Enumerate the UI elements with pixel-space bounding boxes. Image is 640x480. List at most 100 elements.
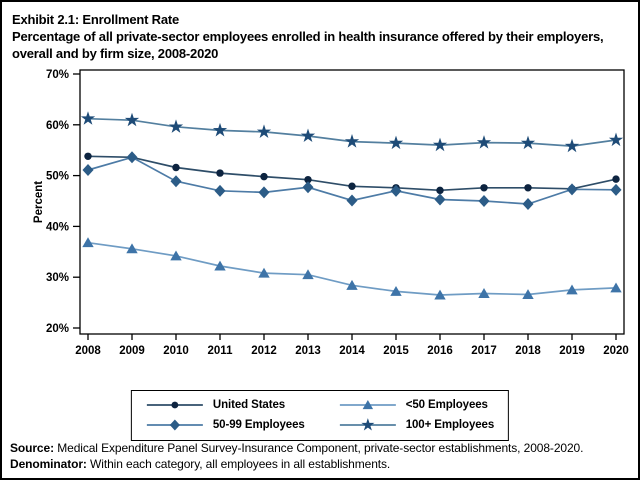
triangle-marker xyxy=(170,250,182,261)
x-tick-label: 2017 xyxy=(471,345,497,357)
legend-item--50-employees: <50 Employees xyxy=(339,397,494,413)
star-marker xyxy=(608,132,624,147)
diamond-marker xyxy=(610,183,622,196)
x-tick-label: 2015 xyxy=(383,345,409,357)
chart-footnotes: Source: Medical Expenditure Panel Survey… xyxy=(10,440,634,472)
legend-swatch-diamond xyxy=(146,419,203,431)
star-marker xyxy=(124,112,140,127)
x-tick-label: 2013 xyxy=(295,345,321,357)
circle-marker xyxy=(524,184,532,192)
circle-marker xyxy=(260,172,268,181)
legend-item-100-employees: 100+ Employees xyxy=(339,417,494,433)
legend-label: 50-99 Employees xyxy=(212,419,305,431)
diamond-marker xyxy=(214,184,226,197)
circle-marker xyxy=(436,186,444,195)
denominator-text: Within each category, all employees in a… xyxy=(86,457,391,471)
triangle-marker xyxy=(126,243,138,254)
y-tick-label: 60% xyxy=(46,120,69,132)
denominator-note: Denominator: Within each category, all e… xyxy=(10,456,634,472)
x-tick-label: 2014 xyxy=(339,345,365,357)
star-marker xyxy=(361,418,375,431)
series-united-states xyxy=(84,152,620,195)
diamond-marker xyxy=(478,195,490,207)
star-marker xyxy=(344,134,360,148)
triangle-marker xyxy=(434,289,446,300)
diamond-marker xyxy=(302,181,314,194)
star-marker xyxy=(80,111,96,125)
diamond-marker xyxy=(82,164,94,177)
star-marker xyxy=(168,119,184,133)
y-tick-label: 40% xyxy=(46,221,69,233)
diamond-marker xyxy=(258,186,270,199)
x-tick-label: 2012 xyxy=(251,345,277,357)
x-tick-label: 2020 xyxy=(603,345,629,357)
legend-swatch-star xyxy=(339,418,396,431)
y-tick-label: 20% xyxy=(46,323,69,335)
diamond-marker xyxy=(126,151,138,164)
chart-title: Exhibit 2.1: Enrollment Rate Percentage … xyxy=(12,11,608,62)
star-marker xyxy=(256,124,272,138)
diamond-marker xyxy=(390,184,402,197)
star-marker xyxy=(564,138,580,153)
triangle-marker xyxy=(362,400,373,410)
diamond-marker xyxy=(346,194,358,207)
x-tick-label: 2009 xyxy=(119,345,145,357)
star-marker xyxy=(212,122,228,137)
legend-label: United States xyxy=(212,399,286,411)
y-axis-label: Percent xyxy=(33,181,45,223)
star-marker xyxy=(432,137,448,152)
x-tick-label: 2019 xyxy=(559,345,585,357)
star-marker xyxy=(300,128,316,143)
diamond-marker xyxy=(522,198,534,211)
star-marker xyxy=(476,135,492,149)
triangle-marker xyxy=(346,279,358,290)
chart-subtitle: Percentage of all private-sector employe… xyxy=(12,29,604,61)
legend-label: 100+ Employees xyxy=(405,419,495,431)
y-tick-label: 70% xyxy=(46,69,69,81)
triangle-marker xyxy=(390,286,402,296)
diamond-marker xyxy=(170,175,182,188)
y-tick-label: 50% xyxy=(46,171,69,183)
circle-marker xyxy=(84,152,92,161)
source-text: Medical Expenditure Panel Survey-Insuran… xyxy=(53,441,584,455)
triangle-marker xyxy=(610,282,622,293)
triangle-marker xyxy=(214,260,226,271)
circle-marker xyxy=(348,182,356,190)
triangle-marker xyxy=(258,267,270,278)
chart-legend: United States <50 Employees 50-99 Employee… xyxy=(130,390,510,441)
legend-item-united-states: United States xyxy=(146,397,305,413)
circle-marker xyxy=(171,401,179,409)
legend-label: <50 Employees xyxy=(405,399,488,411)
diamond-marker xyxy=(434,193,446,206)
diamond-marker xyxy=(169,419,180,431)
chart-title-line1: Exhibit 2.1: Enrollment Rate xyxy=(12,12,180,27)
triangle-marker xyxy=(302,269,314,280)
denominator-label: Denominator: xyxy=(10,457,87,471)
triangle-marker xyxy=(82,237,94,248)
circle-marker xyxy=(216,169,224,177)
x-tick-label: 2008 xyxy=(75,345,101,357)
series-50-99-employees xyxy=(82,151,622,211)
y-tick-label: 30% xyxy=(46,272,69,284)
legend-item-50-99-employees: 50-99 Employees xyxy=(146,417,305,433)
diamond-marker xyxy=(566,183,578,196)
star-marker xyxy=(388,135,404,150)
source-label: Source: xyxy=(10,441,54,455)
legend-swatch-triangle xyxy=(339,400,396,410)
legend-swatch-circle xyxy=(146,401,203,409)
star-marker xyxy=(520,135,536,150)
triangle-marker xyxy=(478,288,490,298)
circle-marker xyxy=(304,175,312,184)
series-100-employees xyxy=(80,111,624,153)
circle-marker xyxy=(172,163,180,172)
circle-marker xyxy=(612,175,620,183)
triangle-marker xyxy=(522,289,534,299)
x-tick-label: 2016 xyxy=(427,345,453,357)
x-tick-label: 2018 xyxy=(515,345,541,357)
x-tick-label: 2010 xyxy=(163,345,189,357)
x-tick-label: 2011 xyxy=(208,345,234,357)
source-note: Source: Medical Expenditure Panel Survey… xyxy=(10,440,634,456)
circle-marker xyxy=(480,184,488,192)
